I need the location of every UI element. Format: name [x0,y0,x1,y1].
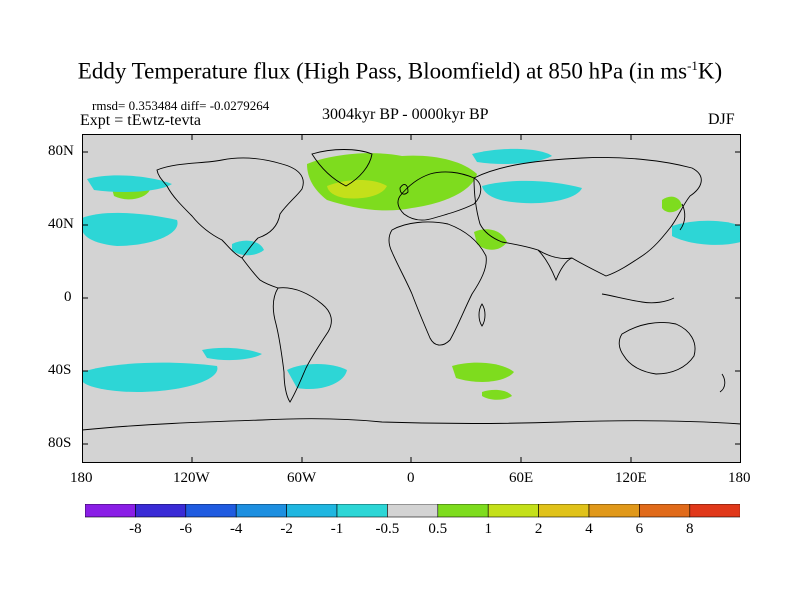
y-tick-80n: 80N [48,143,74,159]
colorbar-label: 8 [686,521,694,537]
field-south-africa-positive [452,362,514,382]
coastline-africa [388,221,487,346]
colorbar-swatch [588,504,640,518]
coastline-central-america [241,257,279,289]
y-tick-80s: 80S [48,435,72,451]
colorbar-swatch [437,504,489,518]
colorbar-swatch [639,504,691,518]
colorbar-label: 4 [585,521,593,537]
coastline-antarctica [82,418,741,431]
colorbar-swatch [235,504,287,518]
colorbar-label: 2 [534,521,543,537]
coastline-madagascar [478,303,486,327]
period-label: 3004kyr BP - 0000kyr BP [322,106,489,123]
coastline-india [537,249,573,282]
field-siberia-negative [482,180,582,204]
coastline-australia [618,322,696,375]
colorbar-label: 1 [484,521,492,537]
coastline-europe [397,171,482,221]
stats-line: rmsd= 0.353484 diff= -0.0279264 [92,98,270,113]
x-tick-120e: 120E [615,470,647,486]
colorbar [85,504,740,518]
colorbar-label: 6 [635,521,644,537]
field-south-indian-positive [482,389,512,400]
colorbar-swatch [286,504,338,518]
colorbar-swatch [387,504,439,518]
field-arabia-positive [474,229,507,250]
colorbar-label: -0.5 [375,521,400,537]
x-tick-180w: 180 [70,470,93,486]
colorbar-label: -8 [129,521,142,537]
title-main: Eddy Temperature flux (High Pass, Bloomf… [77,58,688,84]
field-northeast-pacific-negative [87,175,172,192]
y-tick-0: 0 [64,289,72,305]
map-plot [82,134,741,463]
y-tick-40n: 40N [48,216,74,232]
field-southern-pacific-negative [82,362,218,392]
colorbar-swatch [689,504,740,518]
map-title: Eddy Temperature flux (High Pass, Bloomf… [0,58,800,85]
coastline-layer [82,149,741,431]
colorbar-label: -2 [280,521,293,537]
title-suffix: K) [697,58,723,84]
colorbar-swatch [135,504,187,518]
coastline-uk [399,184,409,195]
colorbar-swatch [85,504,136,518]
field-gulf-negative [232,240,264,256]
field-japan-positive [662,196,682,213]
coastline-indonesia [601,293,675,304]
colorbar-label: -1 [330,521,344,537]
coastline-new-zealand [719,373,726,393]
coastline-japan [679,203,686,231]
field-south-atlantic-negative [287,364,347,390]
colorbar-swatch [538,504,590,518]
season-label: DJF [708,111,735,128]
anomaly-field-layer [82,148,741,400]
coastline-greenland [311,149,373,187]
colorbar-label: 0.5 [428,521,448,537]
field-north-pacific-negative [82,212,178,246]
colorbar-swatch [487,504,539,518]
x-tick-180e: 180 [728,470,751,486]
field-west-pacific-negative [672,220,741,245]
field-arctic-negative [472,148,552,164]
colorbar-swatch [185,504,237,518]
coastline-asia [473,157,702,277]
coastline-north-america [156,157,304,259]
x-tick-60e: 60E [509,470,534,486]
field-north-atlantic-strong [327,180,387,199]
colorbar-swatch [336,504,388,518]
coastline-south-america [272,287,332,403]
field-south-pacific-east-negative [202,347,262,361]
colorbar-label: -6 [179,521,193,537]
colorbar-label: -4 [229,521,243,537]
y-tick-40s: 40S [48,362,72,378]
x-tick-120w: 120W [173,470,210,486]
experiment-label: Expt = tEwtz-tevta [80,112,201,129]
x-tick-0: 0 [407,470,415,486]
map-tick-marks [82,134,741,463]
title-superscript: -1 [687,58,698,73]
x-tick-60w: 60W [287,470,317,486]
